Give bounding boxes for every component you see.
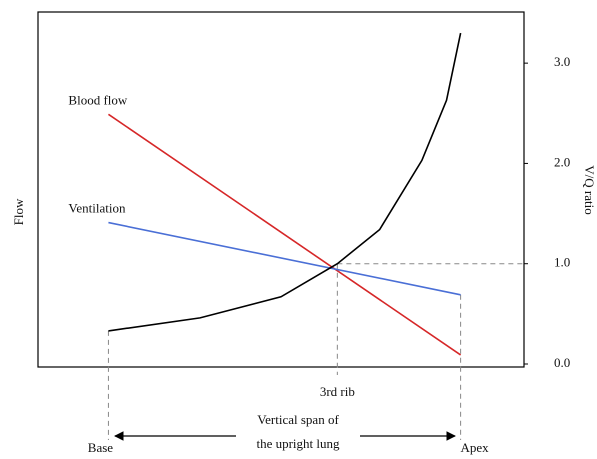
annotation: the upright lung: [256, 436, 340, 451]
y-tick-label: 3.0: [554, 54, 570, 69]
x-tick-label: 3rd rib: [320, 384, 355, 399]
series-label: Ventilation: [68, 201, 126, 216]
y-axis-label-left: Flow: [11, 198, 26, 225]
y-axis-label-right: V/Q ratio: [582, 165, 597, 214]
y-tick-label: 2.0: [554, 154, 570, 169]
line-series: [107, 113, 462, 356]
series-label: Blood flow: [68, 92, 127, 107]
x-tick-label: Apex: [461, 440, 490, 455]
line-series: [108, 32, 462, 332]
x-tick-label: Base: [88, 440, 114, 455]
plot-frame: [37, 11, 525, 368]
annotation: Vertical span of: [257, 412, 339, 427]
line-series: [108, 221, 461, 296]
y-tick-label: 0.0: [554, 355, 570, 370]
y-tick-label: 1.0: [554, 255, 570, 270]
